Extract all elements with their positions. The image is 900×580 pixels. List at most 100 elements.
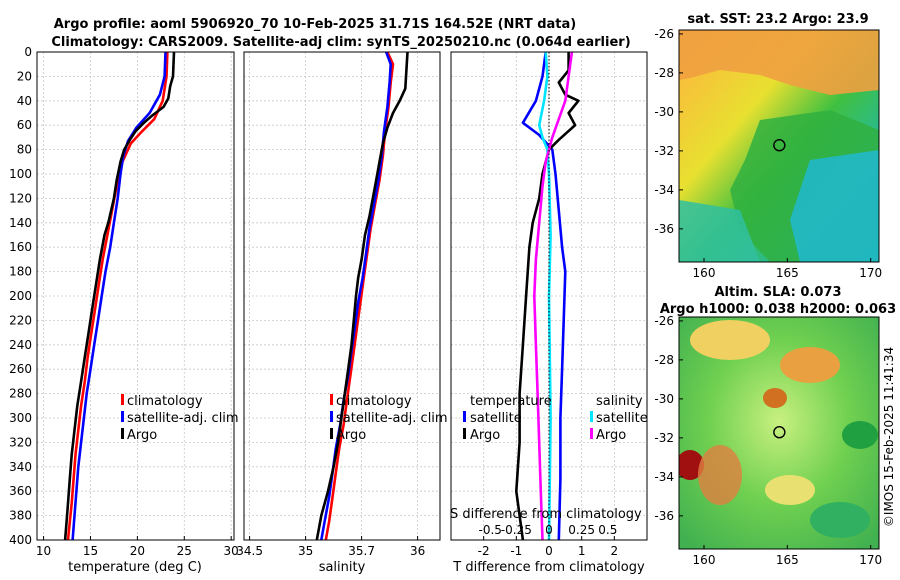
legend-label-satellite: satellite-adj. clim — [127, 411, 239, 426]
map-x-tick-label: 160 — [693, 553, 716, 567]
depth-tick-label: 120 — [9, 191, 32, 205]
legend-label-climatology: climatology — [127, 394, 203, 409]
depth-tick-label: 340 — [9, 460, 32, 474]
x-tick-label: -1 — [510, 544, 522, 558]
depth-tick-label: 280 — [9, 387, 32, 401]
salinity-x-ticks: 34.5 35 35.7 36 — [236, 536, 425, 558]
depth-tick-label: 260 — [9, 362, 32, 376]
s-tick-label: 0 — [545, 523, 553, 537]
series-line-argo — [63, 52, 176, 540]
depth-tick-label: 220 — [9, 313, 32, 327]
legend-label-satellite: satellite-adj. clim — [336, 411, 448, 426]
s-tick-label: -0.5 — [478, 523, 501, 537]
s-tick-label: 0.25 — [568, 523, 595, 537]
sla-map-frame — [678, 316, 880, 550]
s-difference-label: S difference from climatology — [450, 507, 642, 522]
sla-argo-marker — [773, 426, 786, 439]
legend-swatch-satellite — [330, 411, 333, 422]
legend-label-s-satellite: satellite — [596, 411, 648, 426]
figure-title-line1: Argo profile: aoml 5906920_70 10-Feb-202… — [54, 17, 576, 32]
depth-tick-labels: 0 20 40 60 80 100 120 140 160 180 200 220 240 260 280 3… — [9, 45, 32, 547]
s-tick-label: -0.25 — [501, 523, 532, 537]
x-tick-label: 0 — [545, 544, 553, 558]
legend-swatch-climatology — [121, 394, 124, 405]
sst-warm-region — [679, 30, 879, 95]
sst-map-title: sat. SST: 23.2 Argo: 23.9 — [687, 12, 868, 27]
legend-swatch-s-satellite — [590, 411, 593, 422]
depth-tick-label: 100 — [9, 167, 32, 181]
depth-tick-label: 160 — [9, 240, 32, 254]
difference-legend: temperature satellite Argo salinity sate… — [463, 394, 648, 443]
depth-tick-label: 80 — [17, 143, 32, 157]
map-y-tick-label: -34 — [654, 183, 674, 197]
depth-tick-label: 140 — [9, 216, 32, 230]
depth-tick-label: 380 — [9, 509, 32, 523]
s-difference-tick-labels: -0.5-0.25 0 0.25 0.5 — [478, 523, 617, 537]
sla-map: Altim. SLA: 0.073 Argo h1000: 0.038 h200… — [654, 285, 896, 567]
sst-cool-region — [790, 150, 879, 262]
depth-tick-label: 0 — [24, 45, 32, 59]
salinity-series — [315, 52, 409, 540]
x-tick-label: 36 — [410, 544, 425, 558]
sla-map-subtitle: Argo h1000: 0.038 h2000: 0.063 — [660, 302, 896, 317]
map-x-tick-label: 165 — [776, 553, 799, 567]
series-line-satellite-adj-clim — [71, 52, 167, 540]
x-tick-label: 25 — [177, 544, 192, 558]
temperature-grid — [37, 51, 234, 541]
depth-tick-label: 320 — [9, 435, 32, 449]
sst-map-ticks: 160 165 170 -26 -28 -30 -32 -34 -36 — [654, 27, 882, 280]
sla-map-title: Altim. SLA: 0.073 — [715, 285, 842, 300]
map-x-tick-label: 165 — [776, 266, 799, 280]
depth-tick-label: 20 — [17, 69, 32, 83]
legend-swatch-t-argo — [463, 428, 466, 439]
series-line-climatology — [66, 52, 169, 540]
temperature-axes-frame — [36, 51, 235, 541]
salinity-grid — [244, 51, 440, 541]
depth-tick-label: 300 — [9, 411, 32, 425]
sla-mid-blob — [765, 475, 815, 505]
legend-header-salinity: salinity — [596, 394, 643, 409]
difference-axes-frame — [450, 51, 648, 541]
temperature-x-ticks: 10 15 20 25 30 — [36, 536, 239, 558]
depth-tick-label: 200 — [9, 289, 32, 303]
x-tick-label: 2 — [611, 544, 619, 558]
depth-tick-label: 60 — [17, 118, 32, 132]
sla-low-blob — [810, 502, 870, 538]
x-tick-label: 34.5 — [236, 544, 263, 558]
map-y-tick-label: -30 — [654, 105, 674, 119]
x-tick-label: -2 — [478, 544, 490, 558]
salinity-legend: climatology satellite-adj. clim Argo — [330, 394, 448, 443]
legend-swatch-argo — [121, 428, 124, 439]
x-tick-label: 35.7 — [348, 544, 375, 558]
figure-title-line2: Climatology: CARS2009. Satellite-adj cli… — [51, 35, 630, 50]
legend-label-s-argo: Argo — [596, 428, 626, 443]
difference-x-label: T difference from climatology — [452, 560, 645, 575]
x-tick-label: 30 — [224, 544, 239, 558]
map-y-tick-label: -32 — [654, 144, 674, 158]
sla-high-blob — [690, 320, 770, 360]
x-tick-label: 1 — [578, 544, 586, 558]
map-x-tick-label: 170 — [859, 553, 882, 567]
temperature-series — [63, 52, 176, 540]
x-tick-label: 15 — [83, 544, 98, 558]
sla-high-blob — [763, 388, 787, 408]
map-x-tick-label: 170 — [859, 266, 882, 280]
legend-swatch-t-satellite — [463, 411, 466, 422]
depth-tick-label: 40 — [17, 94, 32, 108]
map-y-tick-label: -36 — [654, 509, 674, 523]
sla-high-blob — [780, 347, 840, 383]
map-y-tick-label: -32 — [654, 431, 674, 445]
difference-series — [514, 52, 580, 540]
map-x-tick-label: 160 — [693, 266, 716, 280]
sla-low-blob — [842, 421, 878, 449]
legend-swatch-satellite — [121, 411, 124, 422]
depth-tick-label: 240 — [9, 338, 32, 352]
x-tick-label: 20 — [130, 544, 145, 558]
legend-header-temperature: temperature — [470, 394, 552, 409]
salinity-axes-frame — [243, 51, 441, 541]
legend-label-t-satellite: satellite — [470, 411, 522, 426]
x-tick-label: 10 — [36, 544, 51, 558]
legend-swatch-argo — [330, 428, 333, 439]
depth-tick-label: 400 — [9, 533, 32, 547]
series-line-salinity-satellite — [537, 52, 552, 540]
